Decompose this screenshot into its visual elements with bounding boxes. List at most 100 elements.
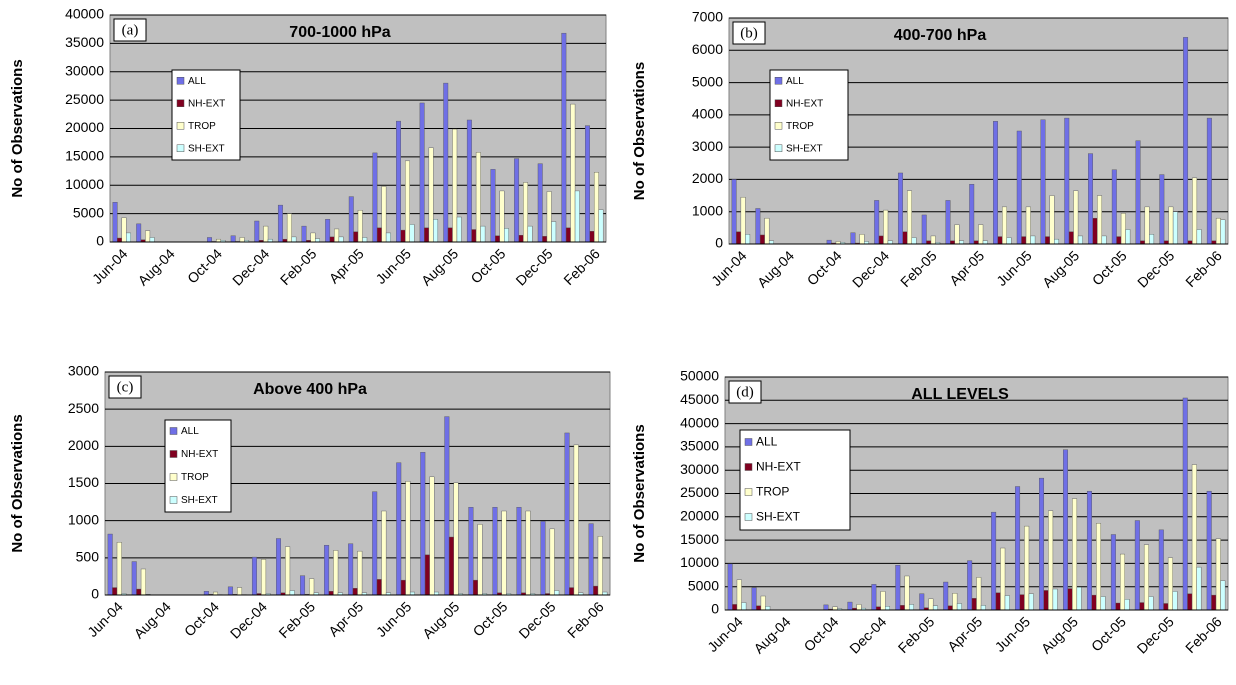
x-tick-label: Dec-04: [846, 613, 889, 656]
bar: [1182, 397, 1188, 611]
x-tick-label: Oct-04: [801, 613, 842, 654]
x-tick-label: Feb-06: [1182, 247, 1225, 290]
y-tick-label: 0: [91, 586, 99, 602]
bar: [1215, 538, 1221, 611]
bar: [145, 230, 151, 243]
bar: [251, 556, 257, 596]
chart-title: Above 400 hPa: [253, 381, 367, 398]
x-tick-label: Dec-05: [1134, 613, 1177, 656]
bar: [598, 209, 604, 243]
bar: [871, 584, 877, 611]
bar: [1091, 594, 1097, 611]
legend-swatch: [774, 77, 783, 85]
legend-label: TROP: [188, 121, 216, 132]
bar: [333, 550, 339, 596]
y-tick-label: 40000: [65, 6, 104, 22]
y-tick-label: 35000: [680, 438, 719, 454]
bar: [1144, 206, 1150, 245]
bar: [527, 225, 533, 243]
bar: [997, 236, 1003, 245]
bar: [826, 239, 832, 245]
bar: [593, 171, 599, 243]
bar: [429, 476, 435, 596]
bar: [971, 598, 977, 611]
x-tick-label: Dec-05: [515, 598, 558, 641]
bar: [495, 235, 500, 243]
legend-label: TROP: [756, 485, 789, 499]
bar: [1077, 235, 1083, 245]
bar: [554, 590, 560, 596]
bar: [1045, 236, 1050, 245]
bar: [759, 234, 765, 245]
bar: [372, 491, 378, 596]
bar: [585, 125, 590, 243]
bar: [1220, 580, 1226, 611]
legend-label: ALL: [188, 76, 206, 87]
bar: [480, 225, 486, 243]
bar: [227, 586, 233, 596]
bar: [895, 565, 901, 611]
bar: [561, 32, 567, 243]
bar: [1115, 602, 1121, 611]
bar: [428, 147, 434, 243]
bar: [740, 196, 746, 245]
bar: [237, 587, 243, 596]
bar: [285, 546, 291, 596]
bar: [995, 592, 1001, 611]
x-tick-label: Dec-05: [1134, 247, 1177, 290]
bar: [291, 236, 297, 243]
x-tick-label: Aug-05: [418, 245, 461, 288]
bar: [1040, 119, 1046, 245]
bar: [1073, 190, 1079, 245]
x-tick-label: Aug-05: [1038, 613, 1081, 656]
bar: [1116, 236, 1122, 245]
panel-label-box: [108, 375, 142, 399]
bar: [904, 575, 910, 611]
bar: [381, 510, 387, 596]
y-tick-label: 5000: [73, 204, 104, 220]
bar: [1191, 464, 1197, 611]
bar: [954, 224, 960, 245]
y-tick-label: 45000: [680, 391, 719, 407]
bar: [239, 237, 245, 243]
bar: [976, 577, 982, 611]
bar: [324, 544, 330, 596]
panel-label-box: [728, 380, 762, 404]
bar: [1048, 510, 1054, 611]
bar: [396, 120, 401, 243]
bar: [353, 231, 359, 243]
legend-swatch: [176, 122, 185, 130]
bar: [286, 213, 292, 243]
bar: [736, 231, 742, 245]
bar: [420, 452, 426, 596]
bar: [372, 152, 378, 243]
bar: [1025, 206, 1031, 245]
y-tick-label: 1000: [692, 202, 723, 218]
bar: [1063, 449, 1068, 611]
bar: [466, 119, 472, 243]
bar: [537, 163, 543, 243]
bar: [261, 559, 267, 596]
bar: [492, 507, 498, 596]
bar: [453, 482, 459, 596]
legend-label: SH-EXT: [756, 510, 801, 524]
bar: [352, 588, 358, 596]
bar: [847, 601, 853, 611]
bar: [400, 229, 406, 243]
bar: [908, 604, 914, 611]
bar: [1124, 599, 1130, 611]
bar: [1148, 596, 1154, 611]
y-tick-label: 50000: [680, 368, 719, 384]
bar: [300, 575, 306, 596]
bar: [1120, 213, 1126, 245]
bar: [947, 605, 953, 611]
y-tick-label: 0: [715, 235, 723, 251]
bar: [745, 234, 751, 245]
bar: [396, 462, 402, 596]
y-tick-label: 1000: [68, 511, 99, 527]
bar: [1196, 566, 1202, 611]
bar: [328, 591, 334, 596]
bar: [565, 227, 571, 243]
bar: [1004, 595, 1010, 611]
